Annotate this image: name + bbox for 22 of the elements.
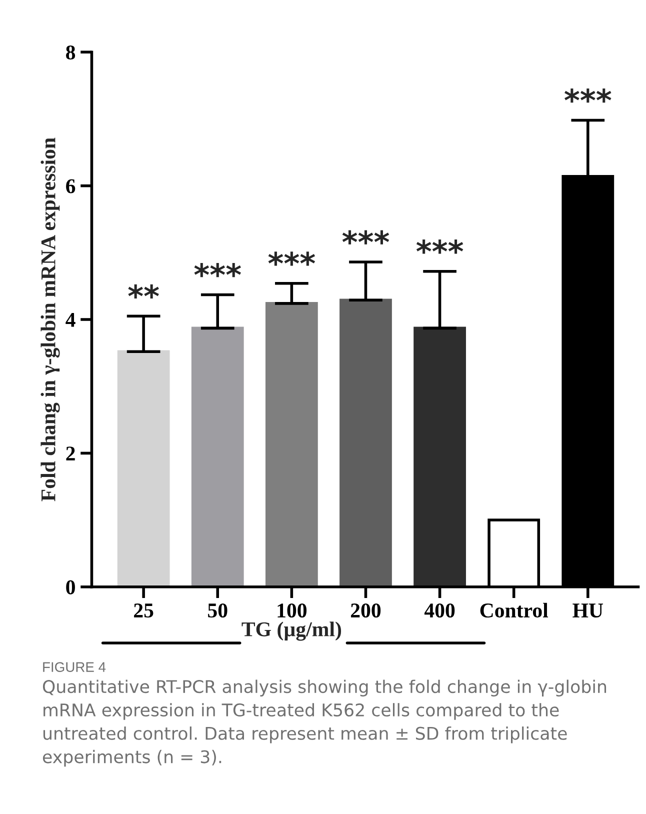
- caption: FIGURE 4: [43, 662, 106, 672]
- x-tick-label: 200: [350, 603, 381, 618]
- y-tick-label: 2: [66, 446, 75, 460]
- annotation: ***: [268, 252, 316, 266]
- y-tick-label: 4: [66, 313, 76, 327]
- annotation: ***: [416, 240, 464, 254]
- x-tick-label: Control: [480, 602, 548, 618]
- text: Quantitative RT-PCR analysis showing the fold change in γ-globin mRNA expression in TG-treated K562 cells compared to the untreated control. Data represent mean ± SD from triplicate experiments (n = 3).: [42, 680, 606, 767]
- x-axis-title: TG (µg/ml): [242, 622, 342, 641]
- x-tick-label: 400: [424, 603, 455, 618]
- x-tick-label: 100: [278, 603, 307, 618]
- annotation: **: [128, 284, 159, 299]
- y-tick-label: 8: [66, 45, 76, 60]
- y-axis-title: Fold chang in γ-globin mRNA expression: [40, 138, 60, 502]
- y-tick-label: 0: [66, 580, 75, 594]
- y-tick-label: 6: [66, 179, 76, 194]
- x-tick-label: HU: [572, 604, 603, 618]
- annotation: ***: [564, 88, 612, 103]
- x-tick-label: 25: [134, 604, 154, 618]
- x-tick-label: 50: [208, 603, 228, 618]
- annotation: ***: [342, 230, 390, 244]
- annotation: ***: [194, 262, 241, 278]
